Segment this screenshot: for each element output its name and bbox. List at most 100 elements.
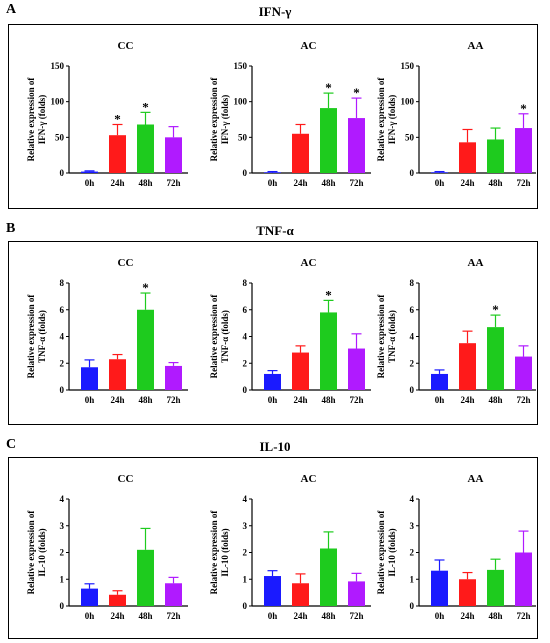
- x-tick-label: 0h: [268, 611, 278, 621]
- bar: [165, 137, 182, 173]
- significance-marker: *: [142, 99, 149, 114]
- y-tick-label: 50: [405, 132, 415, 142]
- x-tick-label: 24h: [293, 178, 307, 188]
- y-tick-label: 4: [60, 332, 65, 342]
- y-tick-label: 0: [243, 385, 248, 395]
- bar: [81, 588, 98, 606]
- x-tick-label: 24h: [110, 611, 124, 621]
- bar: [137, 124, 154, 173]
- x-tick-label: 72h: [166, 611, 180, 621]
- x-tick-label: 72h: [516, 395, 530, 405]
- y-tick-label: 150: [51, 61, 65, 71]
- x-tick-label: 48h: [488, 611, 502, 621]
- chart: AA Relative expression ofIFN-γ (folds) 0 50…: [376, 40, 538, 188]
- bar: [487, 327, 504, 390]
- x-tick-label: 0h: [85, 395, 95, 405]
- bar: [109, 594, 126, 606]
- y-axis-label: Relative expression ofIL-10 (folds): [26, 510, 47, 595]
- y-tick-label: 0: [243, 168, 248, 178]
- y-axis-label-line2: IFN-γ (folds): [220, 95, 230, 144]
- chart: AC Relative expression ofIL-10 (folds) 0 1 2…: [209, 473, 371, 621]
- y-tick-label: 3: [243, 521, 248, 531]
- y-tick-label: 0: [60, 168, 65, 178]
- bar: [431, 172, 448, 173]
- y-tick-label: 1: [60, 574, 65, 584]
- y-tick-label: 8: [60, 278, 65, 288]
- x-tick-label: 72h: [349, 611, 363, 621]
- bar: [487, 569, 504, 606]
- panel-letter: A: [6, 2, 17, 17]
- y-axis-label-line2: TNF-α (folds): [220, 310, 230, 363]
- y-axis-label-line2: IFN-γ (folds): [37, 95, 47, 144]
- x-tick-label: 0h: [268, 178, 278, 188]
- y-tick-label: 50: [238, 132, 248, 142]
- x-tick-label: 48h: [488, 395, 502, 405]
- significance-marker: *: [520, 101, 527, 116]
- chart-title: AA: [468, 257, 484, 269]
- y-axis-label: Relative expression ofTNF-α (folds): [376, 294, 397, 379]
- y-tick-label: 3: [410, 521, 415, 531]
- bar: [320, 312, 337, 390]
- bar: [264, 172, 281, 173]
- bar: [431, 373, 448, 390]
- y-axis-label-line2: IL-10 (folds): [387, 528, 397, 576]
- x-tick-label: 72h: [516, 178, 530, 188]
- x-tick-label: 24h: [293, 611, 307, 621]
- x-tick-label: 72h: [166, 395, 180, 405]
- y-tick-label: 1: [410, 574, 415, 584]
- chart-title: AC: [301, 257, 317, 269]
- y-tick-label: 0: [243, 601, 248, 611]
- y-axis-label-line1: Relative expression of: [26, 77, 36, 162]
- significance-marker: *: [492, 302, 499, 317]
- y-tick-label: 2: [410, 358, 415, 368]
- y-tick-label: 0: [410, 385, 415, 395]
- panel-title: TNF-α: [256, 223, 294, 238]
- y-tick-label: 4: [60, 494, 65, 504]
- y-axis-label-line1: Relative expression of: [376, 77, 386, 162]
- y-tick-label: 150: [401, 61, 415, 71]
- y-axis-label-line1: Relative expression of: [376, 294, 386, 379]
- y-axis-label: Relative expression ofTNF-α (folds): [209, 294, 230, 379]
- y-tick-label: 8: [410, 278, 415, 288]
- bar: [348, 581, 365, 606]
- x-tick-label: 72h: [166, 178, 180, 188]
- chart-title: AC: [301, 473, 317, 485]
- x-tick-label: 0h: [268, 395, 278, 405]
- y-tick-label: 0: [60, 601, 65, 611]
- bar: [264, 373, 281, 390]
- x-tick-label: 0h: [435, 611, 445, 621]
- x-tick-label: 24h: [110, 178, 124, 188]
- y-tick-label: 4: [410, 494, 415, 504]
- y-axis-label-line2: IL-10 (folds): [37, 528, 47, 576]
- bar: [459, 142, 476, 173]
- y-tick-label: 4: [243, 332, 248, 342]
- chart: AA Relative expression ofIL-10 (folds) 0 1 2…: [376, 473, 538, 621]
- y-tick-label: 2: [243, 548, 248, 558]
- y-tick-label: 1: [243, 574, 248, 584]
- y-axis-label-line1: Relative expression of: [376, 510, 386, 595]
- bar: [292, 133, 309, 173]
- bar: [320, 108, 337, 173]
- significance-marker: *: [114, 111, 121, 126]
- bar: [109, 135, 126, 173]
- y-axis-label-line1: Relative expression of: [26, 294, 36, 379]
- y-tick-label: 4: [243, 494, 248, 504]
- y-tick-label: 6: [410, 305, 415, 315]
- chart-title: AC: [301, 40, 317, 52]
- y-axis-label-line2: IL-10 (folds): [220, 528, 230, 576]
- chart: CC Relative expression ofIL-10 (folds) 0 1 2…: [26, 473, 188, 621]
- bar: [320, 548, 337, 606]
- x-tick-label: 0h: [435, 178, 445, 188]
- y-tick-label: 2: [60, 548, 65, 558]
- y-tick-label: 0: [60, 385, 65, 395]
- chart-title: CC: [118, 257, 134, 269]
- y-axis-label-line1: Relative expression of: [26, 510, 36, 595]
- x-tick-label: 48h: [138, 178, 152, 188]
- y-axis-label-line2: TNF-α (folds): [37, 310, 47, 363]
- x-tick-label: 48h: [321, 178, 335, 188]
- bar: [459, 343, 476, 390]
- bar: [264, 576, 281, 606]
